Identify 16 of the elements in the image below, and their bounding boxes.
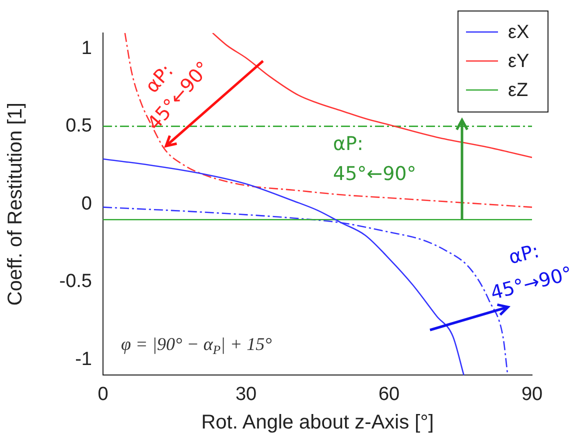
x-tick-label: 0 [98,384,108,405]
y-tick-label: 1 [81,38,92,59]
legend-label: εY [508,51,530,72]
x-axis-title: Rot. Angle about z-Axis [°] [201,412,434,434]
x-tick-label: 90 [521,384,543,405]
y-axis-title: Coeff. of Restitution [1] [4,102,27,306]
y-tick-label: 0 [81,193,92,214]
x-tick-label: 60 [378,384,400,405]
y-tick-label: 0.5 [66,116,92,137]
y-tick-label: -0.5 [59,271,92,292]
x-tick-label: 30 [235,384,257,405]
y-tick-label: -1 [75,348,92,370]
annotation: αP: 45°→90° [488,240,575,304]
legend-label: εZ [508,80,528,102]
annotation: αP: 45°←90° [333,132,416,185]
legend-label: εX [508,22,530,44]
